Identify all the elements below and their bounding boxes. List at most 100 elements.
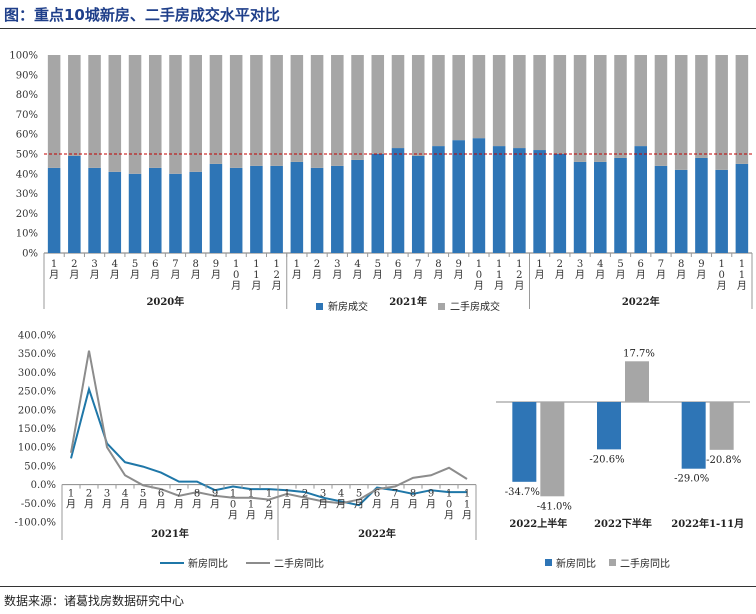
y-tick-label: 0% (22, 249, 38, 260)
y-tick-label: 20% (16, 209, 38, 220)
y-tick-label: -50.0% (21, 499, 56, 510)
bar-second-house-yoy (625, 361, 649, 402)
bar-new-house (533, 150, 546, 253)
legend-swatch-new (545, 559, 552, 566)
bar-second-house (594, 55, 607, 162)
bar-new-house (169, 173, 182, 253)
bar-new-house (432, 146, 445, 253)
bar-second-house (148, 55, 162, 168)
bar-new-house (695, 157, 708, 253)
title-divider (0, 28, 756, 29)
bar-second-house (492, 55, 506, 147)
y-tick-label: 60% (16, 130, 38, 141)
legend-swatch-new (316, 303, 323, 310)
bar-second-house (715, 55, 728, 170)
y-tick-label: 100.0% (18, 443, 56, 454)
bar-new-house (371, 154, 385, 253)
data-label: -34.7% (505, 487, 540, 498)
bar-new-house (331, 165, 344, 253)
bar-new-house (472, 138, 486, 253)
year-label: 2021年 (389, 295, 427, 308)
legend-label-new: 新房成交 (328, 300, 368, 313)
data-label: 17.7% (623, 348, 655, 359)
y-tick-label: 90% (16, 70, 38, 81)
bar-new-house (108, 171, 122, 253)
charts-canvas: 0% 10% 20% 30% 40% 50% 60% 70% 80% 90% 100% 1 月 2 月 3 月 4… (9, 51, 753, 570)
category-label: 2022下半年 (594, 517, 652, 530)
bar-new-house (229, 167, 243, 253)
bar-second-house (695, 55, 708, 158)
data-label: -29.0% (674, 474, 709, 485)
bar-second-house (351, 55, 364, 160)
bar-new-house (148, 167, 162, 253)
y-tick-label: 30% (16, 189, 38, 200)
y-tick-label: 40% (16, 169, 38, 180)
bar-second-house (432, 55, 445, 147)
bar-new-house (634, 146, 648, 253)
data-label: -41.0% (537, 501, 572, 512)
year-label: 2021年 (151, 527, 189, 540)
line-new-house-yoy (70, 385, 467, 507)
bar-new-house (614, 157, 627, 253)
y-tick-label: 80% (16, 90, 38, 101)
bar-new-house (391, 148, 405, 253)
bar-second-house (88, 55, 101, 168)
bar-second-house (108, 55, 122, 172)
y-tick-label: 300.0% (18, 368, 56, 379)
bar-new-house (310, 167, 324, 253)
bar-second-house (371, 55, 385, 154)
legend-label-second: 二手房同比 (620, 557, 670, 570)
y-tick-label: 50.0% (24, 461, 56, 472)
bar-second-house (209, 55, 223, 164)
bar-second-house (614, 55, 627, 158)
y-tick-label: 50% (16, 150, 38, 161)
bar-new-house (411, 155, 425, 253)
bar-second-house (411, 55, 425, 156)
year-label: 2022年 (358, 527, 396, 540)
bar-new-house (492, 146, 506, 253)
y-tick-label: 10% (16, 229, 38, 240)
bar-new-house (594, 161, 607, 253)
bar-new-house (290, 161, 304, 253)
bar-second-house (472, 55, 486, 139)
legend-label-second: 二手房同比 (274, 557, 324, 570)
y-tick-label: 150.0% (18, 424, 56, 435)
bar-new-house (209, 163, 223, 253)
bar-second-house (169, 55, 182, 174)
category-label: 2022年1-11月 (671, 517, 744, 530)
bar-second-house (331, 55, 344, 166)
bar-second-house (229, 55, 243, 168)
bar-new-house (47, 167, 61, 253)
bar-second-house (391, 55, 405, 149)
line-second-house-yoy (70, 350, 468, 505)
